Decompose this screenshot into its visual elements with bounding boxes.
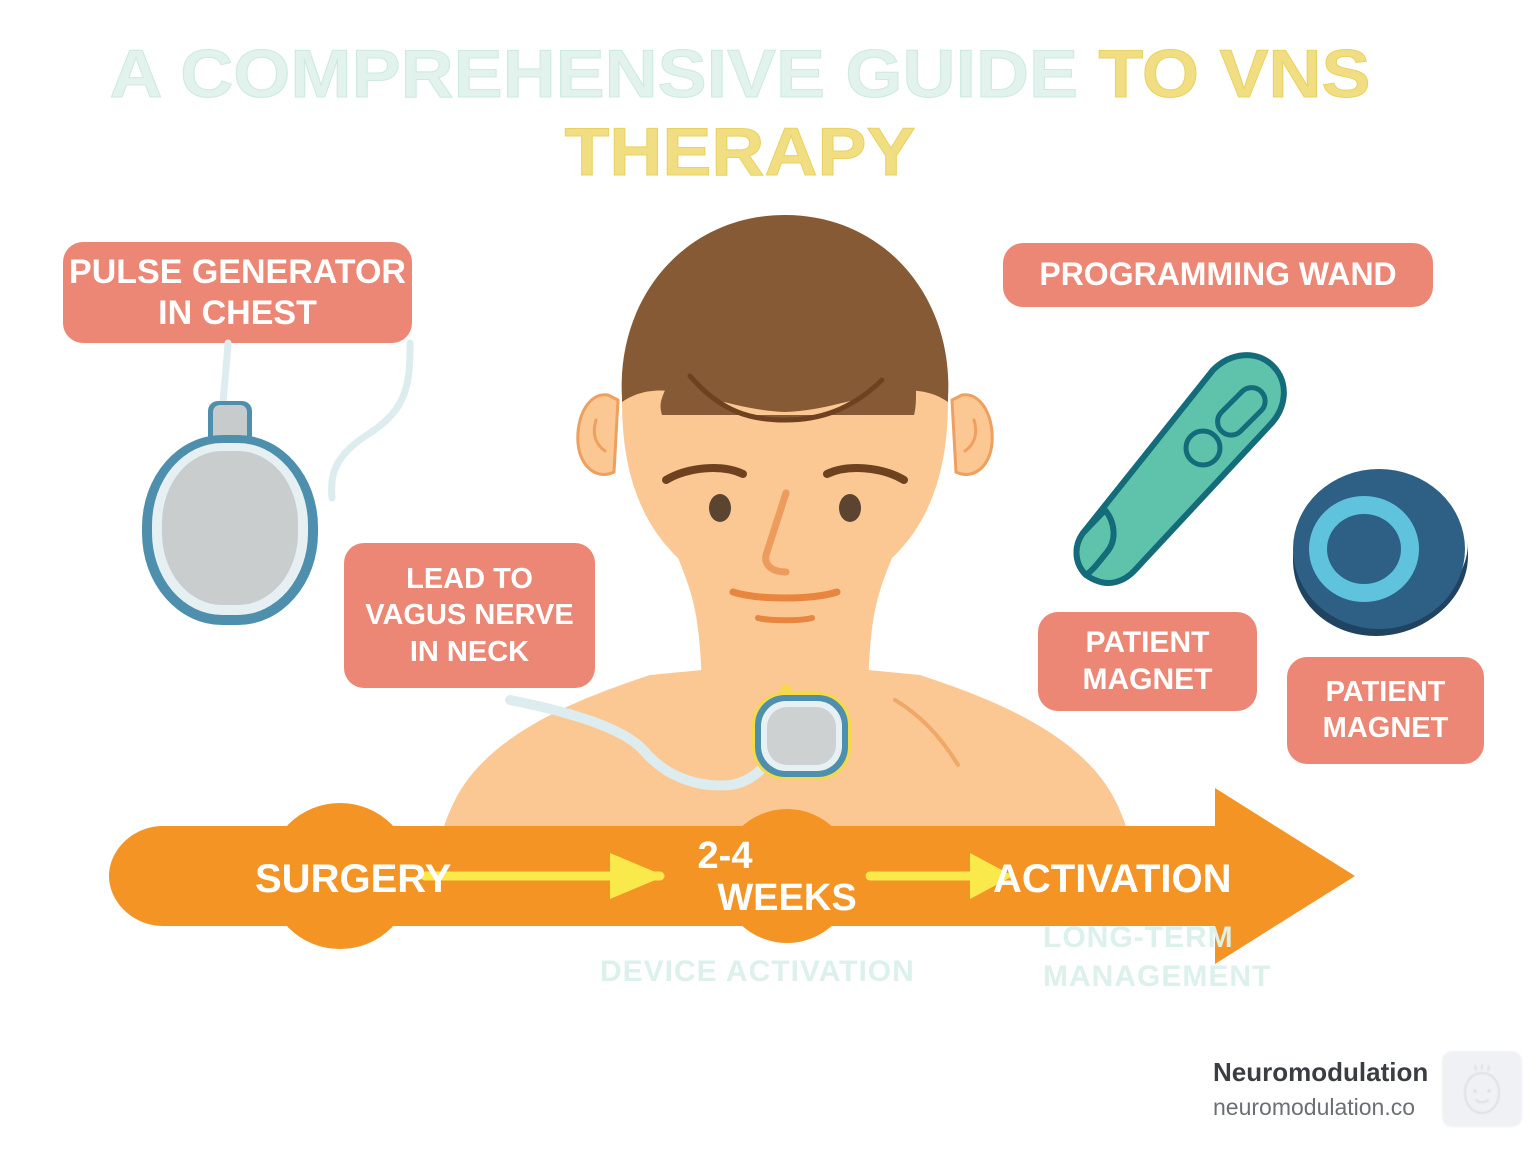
svg-text:WEEKS: WEEKS xyxy=(717,877,856,919)
svg-text:ACTIVATION: ACTIVATION xyxy=(993,857,1232,901)
svg-text:2-4: 2-4 xyxy=(698,835,753,877)
svg-text:SURGERY: SURGERY xyxy=(255,857,452,901)
